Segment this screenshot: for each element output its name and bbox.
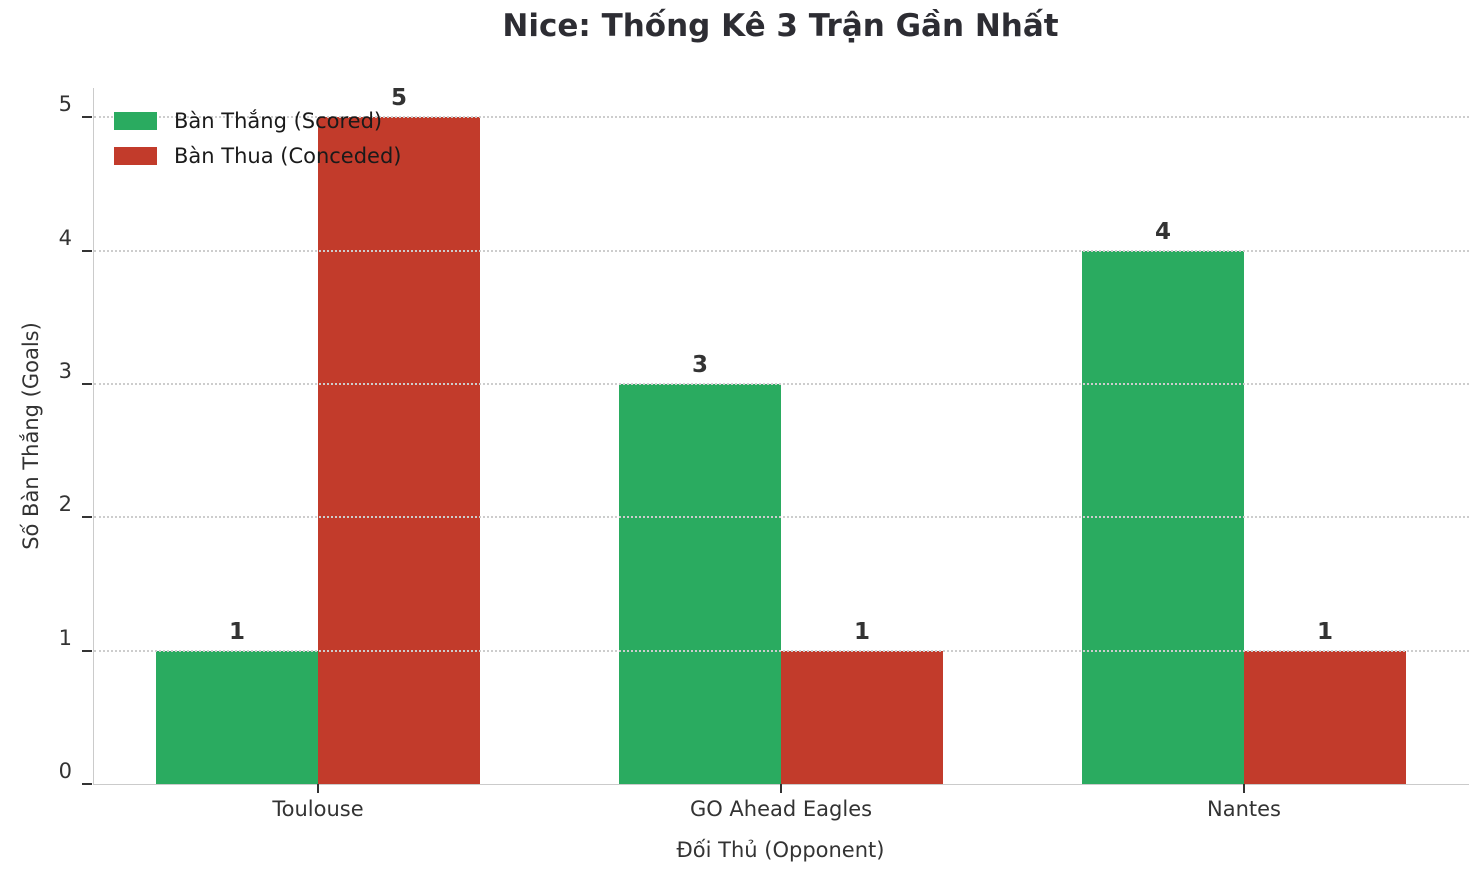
gridline-y-3 <box>94 383 1469 385</box>
bar-value-label-1-0: 5 <box>390 85 408 112</box>
legend: Bàn Thắng (Scored) Bàn Thua (Conceded) <box>114 108 402 178</box>
gridline-y-1 <box>94 649 1469 652</box>
legend-item-0: Bàn Thắng (Scored) <box>114 108 402 133</box>
legend-swatch-conceded <box>114 146 157 165</box>
y-tick-label-0: 0 <box>58 759 72 783</box>
x-tick-mark-0 <box>317 784 319 793</box>
bar-value-label-1-2: 1 <box>1316 618 1334 645</box>
gridline-y-4 <box>94 249 1469 252</box>
x-tick-mark-1 <box>780 784 782 793</box>
legend-label-1: Bàn Thua (Conceded) <box>174 143 402 168</box>
x-axis-label: Đối Thủ (Opponent) <box>676 838 885 862</box>
x-tick-label-1: GO Ahead Eagles <box>689 797 873 821</box>
y-tick-mark-5 <box>82 116 92 119</box>
legend-swatch-scored <box>114 111 157 130</box>
y-tick-mark-0 <box>82 783 92 785</box>
x-tick-label-0: Toulouse <box>272 797 364 821</box>
chart-title: Nice: Thống Kê 3 Trận Gần Nhất <box>502 8 1059 44</box>
bar-scored-0 <box>156 650 318 784</box>
gridline-y-5 <box>94 116 1469 119</box>
y-tick-mark-1 <box>82 649 92 652</box>
y-tick-label-2: 2 <box>58 492 72 517</box>
bar-value-label-0-0: 1 <box>228 618 246 645</box>
y-tick-mark-2 <box>82 516 92 519</box>
y-tick-label-3: 3 <box>58 359 72 383</box>
x-tick-mark-2 <box>1243 784 1245 793</box>
bar-conceded-2 <box>1244 650 1406 784</box>
x-tick-label-2: Nantes <box>1207 797 1281 821</box>
gridline-y-2 <box>94 516 1469 519</box>
y-tick-mark-3 <box>82 383 92 385</box>
bar-scored-1 <box>619 384 781 784</box>
y-tick-label-5: 5 <box>58 92 72 117</box>
bar-conceded-0 <box>318 117 480 784</box>
bar-value-label-0-2: 4 <box>1154 218 1172 245</box>
bar-value-label-0-1: 3 <box>691 352 709 378</box>
y-tick-label-4: 4 <box>58 225 72 250</box>
legend-item-1: Bàn Thua (Conceded) <box>114 143 402 168</box>
plot-area: Bàn Thắng (Scored) Bàn Thua (Conceded) 0 1… <box>59 85 1469 821</box>
bar-value-label-1-1: 1 <box>853 618 871 645</box>
y-tick-mark-4 <box>82 249 92 252</box>
y-tick-label-1: 1 <box>58 625 72 650</box>
legend-label-0: Bàn Thắng (Scored) <box>174 108 383 133</box>
bar-conceded-1 <box>781 650 943 784</box>
